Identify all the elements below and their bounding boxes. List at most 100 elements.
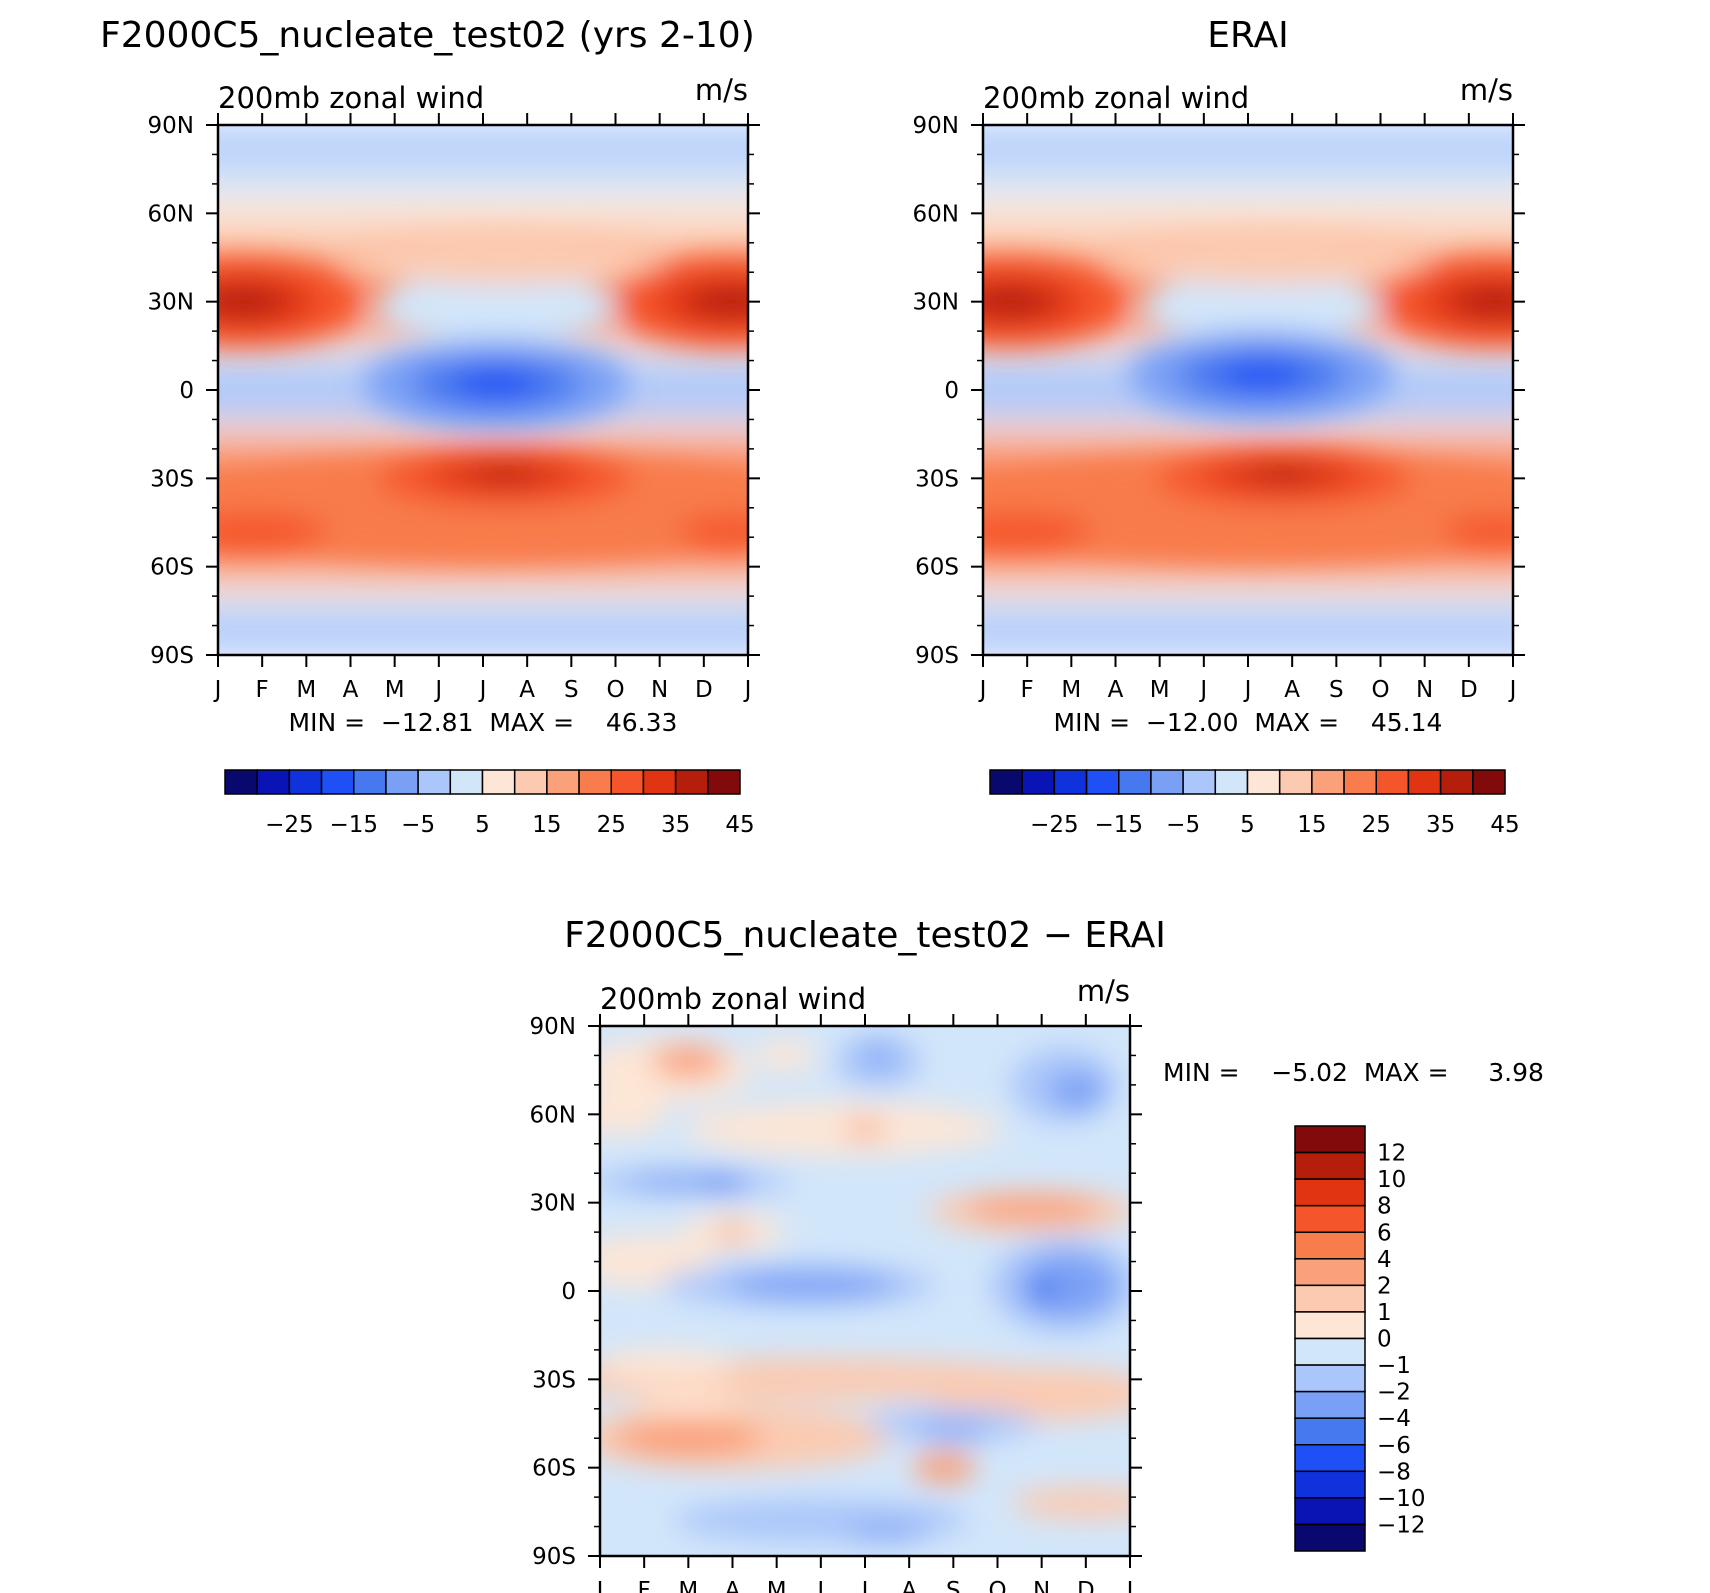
panel-model-xtick-label: D xyxy=(695,677,713,703)
panel-obs-ytick-label: 60S xyxy=(915,555,959,581)
panel-diff-colorbar-label: 4 xyxy=(1377,1247,1392,1273)
panel-diff-colorbar-label: 10 xyxy=(1377,1167,1406,1193)
panel-diff-field-patch xyxy=(862,1044,895,1067)
panel-model-field-nh-summer-jet xyxy=(346,231,665,284)
panel-obs-field-sh-summer-jet-dec xyxy=(1442,515,1513,548)
panel-obs-colorbar-swatch xyxy=(1053,769,1088,795)
panel-model-field-band xyxy=(218,560,748,579)
panel-diff-field-patch xyxy=(716,1224,749,1241)
panel-diff-ytick-label: 60S xyxy=(532,1456,576,1482)
panel-diff-field-patch xyxy=(843,1121,887,1138)
panel-diff-field xyxy=(600,1026,1130,1556)
panel-obs-xtick-label: N xyxy=(1416,677,1433,703)
panel-diff-colorbar-label: 2 xyxy=(1377,1273,1392,1299)
panel-obs-colorbar-swatch xyxy=(1214,769,1249,795)
panel-model-xtick-label: J xyxy=(433,677,442,703)
panel-diff-colorbar-swatch xyxy=(1294,1231,1366,1260)
panel-obs-colorbar-swatch xyxy=(1278,769,1313,795)
panel-model-colorbar-label: 25 xyxy=(597,812,626,838)
panel-obs-ytick-label: 90S xyxy=(915,643,959,669)
panel-model-colorbar-label: 35 xyxy=(661,812,690,838)
panel-model-colorbar-swatch xyxy=(546,769,580,795)
panel-diff-colorbar-swatch xyxy=(1294,1470,1366,1499)
panel-obs-units: m/s xyxy=(1460,73,1513,107)
panel-diff-colorbar-swatch xyxy=(1294,1444,1366,1473)
panel-model-xtick-label: M xyxy=(385,677,405,703)
panel-diff-xtick-label: O xyxy=(988,1578,1006,1593)
panel-diff: F2000C5_nucleate_test02 − ERAI 200mb zon… xyxy=(530,915,1544,1593)
panel-diff-field-patch xyxy=(963,1195,1102,1222)
panel-obs-colorbar-swatch xyxy=(1375,769,1410,795)
panel-diff-field-patch xyxy=(844,1524,930,1541)
panel-diff-colorbar-swatch xyxy=(1294,1284,1366,1313)
panel-obs-xtick-label: J xyxy=(1243,677,1252,703)
panel-obs-xtick-label: J xyxy=(1198,677,1207,703)
panel-model-field-nh-summer xyxy=(374,270,619,345)
panel-model-ytick-label: 90N xyxy=(148,113,194,139)
panel-model-xtick-label: A xyxy=(519,677,535,703)
panel-model-field-band xyxy=(218,160,748,196)
panel-obs-colorbar-swatch xyxy=(1407,769,1442,795)
panel-obs-minmax: MIN = −12.00 MAX = 45.14 xyxy=(1054,708,1443,737)
panel-diff-xtick-label: J xyxy=(595,1578,604,1593)
panel-model: F2000C5_nucleate_test02 (yrs 2-10) 200mb… xyxy=(100,15,760,838)
panel-diff-colorbar-swatch xyxy=(1294,1151,1366,1180)
panel-obs-field-band xyxy=(983,419,1513,438)
panel-diff-colorbar-label: −2 xyxy=(1377,1380,1411,1406)
panel-obs-colorbar-swatch xyxy=(1021,769,1056,795)
panel-model-xtick-label: M xyxy=(296,677,316,703)
panel-diff-colorbar-swatch xyxy=(1294,1417,1366,1446)
panel-obs-colorbar-swatch xyxy=(989,769,1023,795)
panel-obs-ytick-label: 30S xyxy=(915,466,959,492)
panel-obs-field-nh-summer xyxy=(1139,270,1384,345)
panel-obs-colorbar-swatch xyxy=(1343,769,1377,795)
panel-model-colorbar-swatch xyxy=(385,769,419,795)
panel-model-colorbar-swatch xyxy=(674,769,709,795)
panel-obs-ytick-label: 90N xyxy=(913,113,959,139)
panel-model-field-sh-jet-core xyxy=(467,467,543,484)
panel-obs-field-nh-jet-core xyxy=(983,286,1052,317)
panel-obs-field-band xyxy=(983,578,1513,597)
panel-diff-field-patch xyxy=(651,1045,726,1078)
panel-model-ytick-label: 90S xyxy=(150,643,194,669)
panel-obs-colorbar-swatch xyxy=(1472,769,1506,795)
panel-model-xtick-label: F xyxy=(256,677,269,703)
panel-diff-xtick-label: N xyxy=(1033,1578,1050,1593)
panel-model-colorbar-swatch xyxy=(578,769,612,795)
panel-diff-xtick-label: J xyxy=(1125,1578,1134,1593)
panel-diff-colorbar-swatch xyxy=(1294,1523,1366,1552)
panel-diff-field-patch xyxy=(614,1419,763,1457)
panel-obs-field-sh-summer-jet xyxy=(983,512,1093,550)
panel-obs-title: ERAI xyxy=(1207,15,1289,56)
panel-diff-colorbar-label: 0 xyxy=(1377,1327,1392,1353)
panel-model-field-band xyxy=(218,195,748,229)
panel-model-field-band xyxy=(218,613,748,655)
panel-obs-colorbar-swatch xyxy=(1311,769,1345,795)
panel-obs-colorbar-label: 45 xyxy=(1490,812,1519,838)
panel-obs-field-band xyxy=(983,437,1513,455)
panel-model-xtick-label: S xyxy=(564,677,579,703)
panel-model-field-easterly-core xyxy=(453,370,539,398)
panel-diff-field-patch xyxy=(925,1367,1130,1421)
panel-diff-colorbar-label: −1 xyxy=(1377,1353,1411,1379)
panel-model-colorbar-label: 15 xyxy=(532,812,561,838)
panel-obs-colorbar-swatch xyxy=(1150,769,1184,795)
panel-diff-axes: J F M A M J J A S O N D J 90N 60N 30N 0 30S 60S 90S xyxy=(530,1014,1142,1593)
panel-obs-ytick-label: 0 xyxy=(944,378,959,404)
panel-obs-colorbar-label: 5 xyxy=(1240,812,1255,838)
panel-obs-colorbar-label: 35 xyxy=(1426,812,1455,838)
panel-obs-xtick-label: A xyxy=(1284,677,1300,703)
panel-model-field-sh-summer-jet-dec xyxy=(677,515,748,548)
panel-model-colorbar-swatch xyxy=(513,769,548,795)
panel-model-ytick-label: 60S xyxy=(150,555,194,581)
panel-diff-colorbar-label: 12 xyxy=(1377,1141,1406,1167)
panel-diff-field-patch xyxy=(753,1039,818,1072)
panel-model-colorbar-label: −5 xyxy=(401,812,435,838)
panel-obs-colorbar-swatch xyxy=(1118,769,1152,795)
panel-model-colorbar-label: 5 xyxy=(475,812,490,838)
panel-model-field-band xyxy=(218,125,748,161)
panel-obs-colorbar-label: 25 xyxy=(1362,812,1391,838)
